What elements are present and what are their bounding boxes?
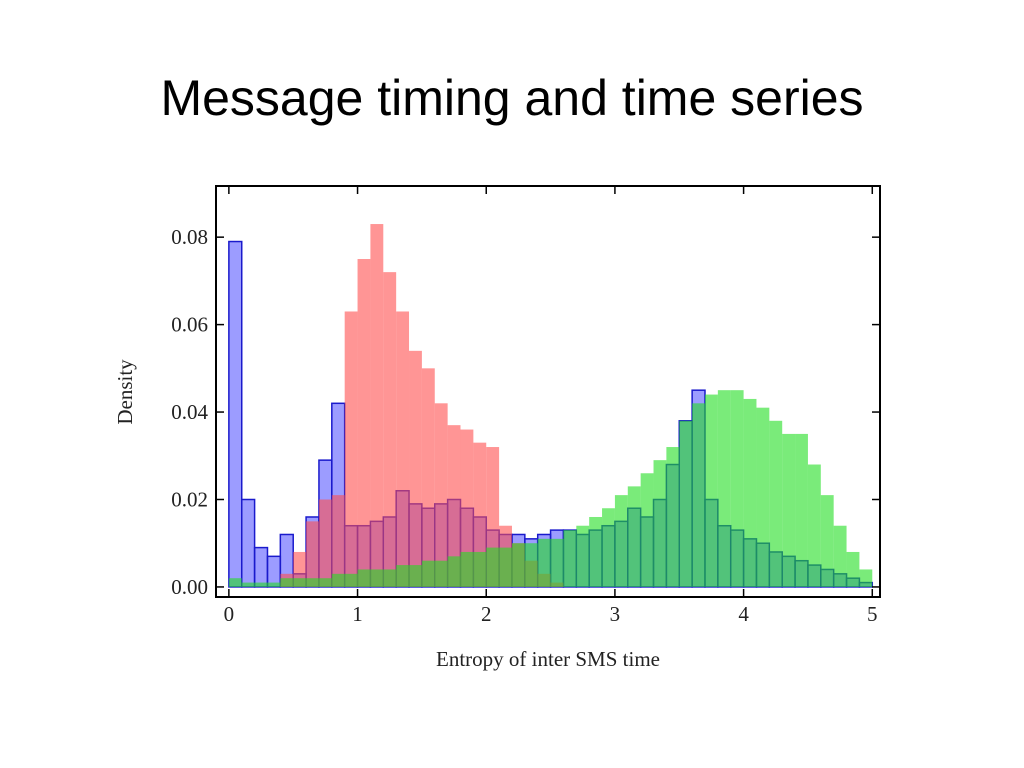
histogram-bar xyxy=(228,240,243,588)
histogram-bar xyxy=(396,565,410,587)
x-tick-label: 4 xyxy=(738,602,749,626)
histogram-bar xyxy=(460,551,474,587)
histogram-bar xyxy=(730,390,744,587)
histogram-bar xyxy=(344,573,358,587)
histogram-bar xyxy=(331,573,345,587)
histogram-bar xyxy=(576,525,590,587)
x-axis-label: Entropy of inter SMS time xyxy=(436,647,660,671)
histogram-bar xyxy=(318,578,332,587)
histogram-bar xyxy=(589,516,603,587)
histogram-bar xyxy=(447,556,461,587)
histogram-bar xyxy=(253,546,269,588)
histogram-bar xyxy=(344,311,358,587)
histogram-bar xyxy=(370,569,384,587)
histogram-bar xyxy=(807,464,821,587)
histogram-bar xyxy=(524,543,538,587)
histogram-bar xyxy=(782,433,796,587)
x-tick-label: 3 xyxy=(610,602,621,626)
y-axis-label: Density xyxy=(113,359,137,425)
histogram-bar xyxy=(280,578,294,587)
histogram-bar xyxy=(421,560,435,587)
histogram-bar xyxy=(820,495,834,587)
histogram-bar xyxy=(267,582,281,587)
histogram-bar xyxy=(473,551,487,587)
histogram-bar xyxy=(266,555,282,588)
histogram-bar xyxy=(331,495,345,587)
histogram-bar xyxy=(241,582,255,587)
histogram-bar xyxy=(370,224,384,587)
histogram-bar xyxy=(743,398,757,587)
histogram-bar xyxy=(692,403,705,587)
histogram-bar xyxy=(769,420,783,587)
y-tick-label: 0.04 xyxy=(171,400,208,424)
histogram-bar xyxy=(653,460,667,587)
histogram-bar xyxy=(383,569,397,587)
histogram-bar xyxy=(537,538,551,587)
y-tick-label: 0.06 xyxy=(171,313,208,337)
histogram-bar xyxy=(846,551,860,587)
y-tick-label: 0.02 xyxy=(171,487,208,511)
histogram-bar xyxy=(357,569,371,587)
histogram-bar xyxy=(293,578,307,587)
slide-title: Message timing and time series xyxy=(160,70,863,126)
histogram-bar xyxy=(859,569,873,587)
histogram-bar xyxy=(511,543,525,587)
histogram-bar xyxy=(306,578,319,587)
histogram-bar xyxy=(409,350,422,587)
histogram-bar xyxy=(228,578,242,587)
x-tick-label: 2 xyxy=(481,602,492,626)
histogram-bar xyxy=(833,525,847,587)
histogram-bar xyxy=(434,403,448,587)
histogram-bar xyxy=(795,433,808,587)
y-tick-label: 0.00 xyxy=(171,575,208,599)
histogram-bar xyxy=(666,447,680,587)
histogram-bar xyxy=(486,547,500,587)
histogram-bar xyxy=(499,547,512,587)
histogram-bar xyxy=(717,390,731,587)
y-tick-label: 0.08 xyxy=(171,225,208,249)
histogram-bar xyxy=(627,486,641,587)
histogram-bar xyxy=(240,498,256,588)
histogram-bar xyxy=(306,521,319,587)
histogram-bar xyxy=(460,429,474,587)
histogram-bar xyxy=(254,582,268,587)
histogram-bar xyxy=(396,311,410,587)
plot-frame xyxy=(215,185,881,598)
histogram-bar xyxy=(563,530,577,587)
histogram-bar xyxy=(473,442,487,587)
histogram-bar xyxy=(602,508,615,587)
histogram-bar xyxy=(550,538,564,587)
x-tick-label: 5 xyxy=(867,602,878,626)
histogram-bar xyxy=(357,259,371,587)
histogram-bar xyxy=(383,272,397,587)
histogram-bar xyxy=(756,407,770,587)
histogram-bar xyxy=(421,368,435,587)
histogram-bar xyxy=(434,560,448,587)
histogram-bar xyxy=(409,565,422,587)
histogram-bar xyxy=(640,473,654,587)
x-tick-label: 1 xyxy=(352,602,363,626)
histogram-bar xyxy=(679,420,693,587)
histogram-bar xyxy=(614,495,628,587)
histogram-bar xyxy=(447,425,461,587)
histogram-bar xyxy=(704,394,718,587)
x-tick-label: 0 xyxy=(224,602,235,626)
histogram-bar xyxy=(318,499,332,587)
